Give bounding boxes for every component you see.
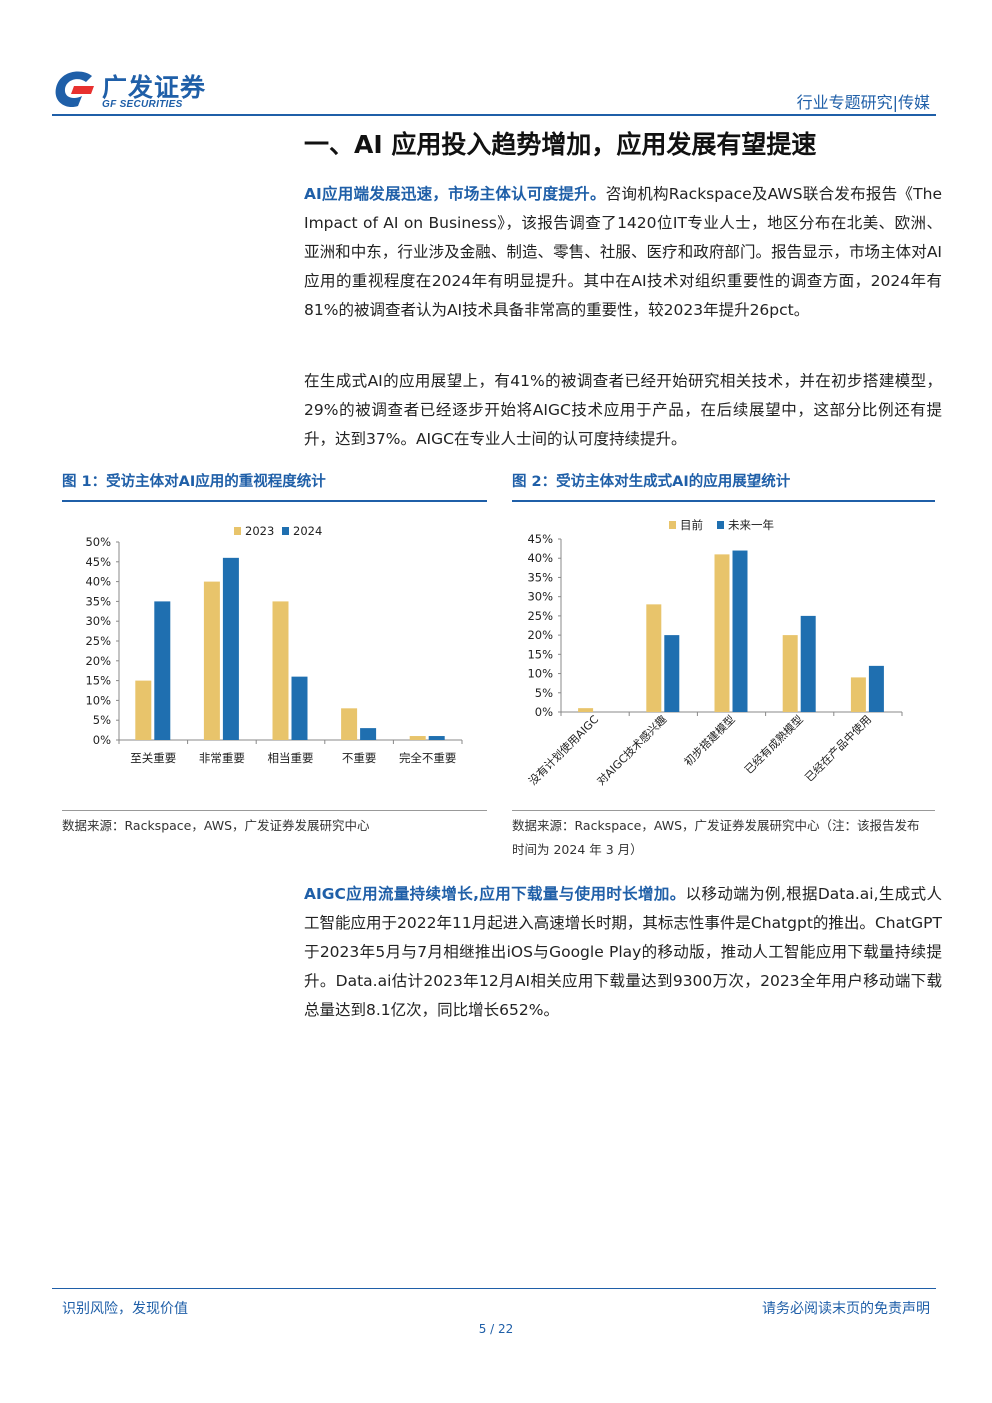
y-tick-label: 0% — [93, 733, 111, 747]
figure-2-bottom-rule — [512, 810, 935, 811]
bar-2024 — [291, 676, 308, 740]
bar-2023 — [272, 601, 289, 740]
y-tick-label: 5% — [535, 686, 553, 700]
figure-2-top-rule — [512, 500, 935, 502]
bar-未来一年 — [800, 615, 816, 712]
paragraph-ai-app-development: AI应用端发展迅速，市场主体认可度提升。咨询机构Rackspace及AWS联合发… — [304, 180, 942, 325]
bar-未来一年 — [732, 550, 748, 712]
page-number: 5 / 22 — [478, 1322, 514, 1336]
bar-目前 — [850, 677, 866, 712]
bar-目前 — [646, 604, 662, 712]
logo-text: 广发证券 — [102, 73, 207, 102]
legend-swatch — [234, 527, 241, 535]
bar-目前 — [782, 635, 798, 712]
figure-1-top-rule — [62, 500, 487, 502]
paragraph-body: 在生成式AI的应用展望上，有41%的被调查者已经开始研究相关技术，并在初步搭建模… — [304, 372, 942, 448]
y-tick-label: 35% — [85, 594, 111, 608]
gf-logo-icon — [55, 71, 94, 108]
category-label: 已经在产品中使用 — [802, 712, 874, 784]
y-tick-label: 15% — [527, 647, 553, 661]
bar-2024 — [360, 728, 377, 740]
bar-目前 — [578, 708, 594, 712]
legend-swatch — [669, 521, 676, 529]
category-label: 相当重要 — [268, 751, 314, 765]
legend-swatch — [717, 521, 724, 529]
bar-未来一年 — [868, 665, 884, 712]
figure-1-chart: 0% 5% 10% 15% 20% 25% 30% 35% 40% 45% 50% 至关重要 非常重要 相… — [85, 524, 463, 765]
category-label: 没有计划使用AIGC — [526, 712, 602, 788]
bar-2023 — [409, 736, 426, 740]
paragraph-genai-outlook: 在生成式AI的应用展望上，有41%的被调查者已经开始研究相关技术，并在初步搭建模… — [304, 367, 942, 454]
y-tick-label: 35% — [527, 570, 553, 584]
figure-1-source: 数据来源：Rackspace，AWS，广发证券发展研究中心 — [62, 818, 370, 833]
category-label: 初步搭建模型 — [681, 712, 738, 769]
y-tick-label: 45% — [527, 532, 553, 546]
legend-label: 2023 — [245, 524, 274, 538]
figure-1-title: 图 1：受访主体对AI应用的重视程度统计 — [62, 474, 326, 490]
footer-divider — [52, 1288, 936, 1289]
category-label: 非常重要 — [199, 751, 245, 765]
bar-2023 — [203, 581, 220, 740]
y-tick-label: 15% — [85, 674, 111, 688]
category-label: 至关重要 — [130, 751, 176, 765]
bar-2023 — [135, 680, 152, 740]
paragraph-lead: AIGC应用流量持续增长,应用下载量与使用时长增加。 — [304, 885, 686, 903]
category-label: 已经有成熟模型 — [741, 712, 805, 776]
footer-disclaimer: 请务必阅读末页的免责声明 — [762, 1301, 930, 1317]
section-title: 一、AI 应用投入趋势增加，应用发展有望提速 — [304, 130, 817, 159]
y-tick-label: 30% — [85, 614, 111, 628]
header-divider — [52, 114, 936, 116]
figure-2-chart: 0% 5% 10% 15% 20% 25% 30% 35% 40% 45% 没有计划使用AIGC对A… — [526, 518, 903, 788]
y-tick-label: 10% — [527, 667, 553, 681]
y-tick-label: 45% — [85, 555, 111, 569]
category-label: 对AIGC技术感兴趣 — [594, 712, 670, 788]
paragraph-body: 咨询机构Rackspace及AWS联合发布报告《The Impact of AI… — [304, 185, 942, 319]
logo-subtext: GF SECURITIES — [102, 99, 183, 110]
y-tick-label: 10% — [85, 693, 111, 707]
bar-2023 — [341, 708, 358, 740]
paragraph-body: 以移动端为例,根据Data.ai,生成式人工智能应用于2022年11月起进入高速… — [304, 885, 942, 1019]
legend-label: 未来一年 — [728, 518, 774, 532]
bar-未来一年 — [664, 635, 680, 712]
y-tick-label: 0% — [535, 705, 553, 719]
y-tick-label: 20% — [527, 628, 553, 642]
y-tick-label: 40% — [85, 575, 111, 589]
footer-slogan: 识别风险，发现价值 — [62, 1301, 188, 1317]
report-category: 行业专题研究|传媒 — [796, 93, 930, 112]
bar-目前 — [714, 554, 730, 712]
legend-label: 目前 — [680, 518, 703, 532]
bar-2024 — [222, 557, 239, 740]
y-tick-label: 40% — [527, 551, 553, 565]
y-tick-label: 25% — [527, 609, 553, 623]
y-tick-label: 25% — [85, 634, 111, 648]
y-tick-label: 50% — [85, 535, 111, 549]
bar-2024 — [154, 601, 171, 740]
paragraph-lead: AI应用端发展迅速，市场主体认可度提升。 — [304, 185, 606, 203]
category-label: 不重要 — [342, 751, 377, 765]
figure-2-source: 数据来源：Rackspace，AWS，广发证券发展研究中心（注：该报告发布时间为… — [512, 818, 920, 857]
legend-label: 2024 — [293, 524, 322, 538]
paragraph-aigc-traffic: AIGC应用流量持续增长,应用下载量与使用时长增加。以移动端为例,根据Data.… — [304, 880, 942, 1025]
y-tick-label: 30% — [527, 590, 553, 604]
legend-swatch — [282, 527, 289, 535]
figure-2-title: 图 2：受访主体对生成式AI的应用展望统计 — [512, 474, 791, 490]
y-tick-label: 5% — [93, 713, 111, 727]
y-tick-label: 20% — [85, 654, 111, 668]
category-label: 完全不重要 — [399, 751, 457, 765]
bar-2024 — [428, 736, 445, 740]
figure-1-bottom-rule — [62, 810, 487, 811]
